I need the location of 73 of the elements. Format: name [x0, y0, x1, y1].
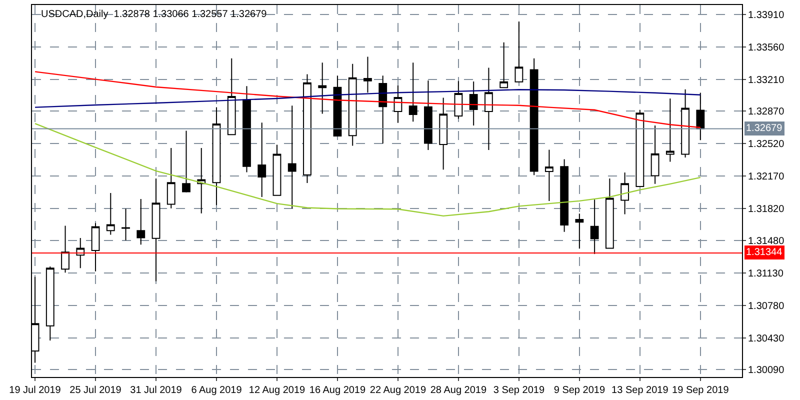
y-tick-label: 1.33210: [748, 74, 785, 86]
candlestick: [484, 67, 493, 150]
candlestick: [378, 75, 388, 144]
candlestick: [560, 158, 569, 232]
candlestick: [605, 178, 614, 250]
candlestick: [197, 148, 206, 214]
candlestick: [166, 148, 176, 209]
candlestick: [590, 199, 599, 255]
candlestick: [575, 213, 584, 250]
x-tick-label: 19 Sep 2019: [672, 385, 730, 396]
candlestick: [636, 109, 644, 188]
y-tick-label: 1.30090: [748, 365, 785, 376]
candlestick: [681, 88, 690, 158]
y-tick-label: 1.31480: [748, 236, 785, 247]
candlestick: [666, 98, 674, 162]
ref-line-label: 1.31344: [746, 247, 783, 258]
candlestick: [212, 106, 221, 206]
candlestick: [424, 80, 432, 150]
ref-line-label: 1.32679: [746, 123, 783, 134]
y-tick-label: 1.31130: [748, 268, 784, 280]
y-tick-label: 1.30430: [748, 333, 785, 344]
x-tick-label: 12 Aug 2019: [248, 385, 306, 396]
candlestick: [469, 81, 478, 126]
y-tick-label: 1.32870: [748, 106, 785, 118]
candlestick: [318, 62, 327, 114]
candlestick: [152, 178, 160, 282]
candlestick: [650, 125, 660, 184]
y-tick-label: 1.32170: [748, 172, 785, 183]
candlestick: [288, 105, 296, 209]
y-tick-label: 1.30780: [748, 300, 785, 312]
x-tick-label: 22 Aug 2019: [370, 385, 426, 396]
x-tick-label: 31 Jul 2019: [130, 385, 182, 396]
candlestick: [439, 97, 448, 170]
y-tick-label: 1.32520: [748, 139, 785, 150]
candlestick: [76, 238, 85, 269]
x-tick-label: 13 Sep 2019: [612, 385, 669, 396]
y-tick-label: 1.33910: [748, 10, 785, 21]
chart-title: USDCAD,Daily 1.32878 1.33066 1.32557 1.32679: [41, 9, 268, 20]
candlestick: [696, 92, 705, 141]
candlestick: [61, 225, 70, 274]
x-tick-label: 28 Aug 2019: [430, 385, 487, 396]
candlestick: [500, 42, 508, 89]
candlestick: [303, 74, 312, 184]
candlestick: [530, 58, 538, 176]
x-tick-label: 25 Jul 2019: [70, 385, 122, 396]
x-tick-label: 3 Sep 2019: [493, 385, 545, 396]
candlestick: [364, 56, 372, 94]
candlestick: [242, 86, 251, 173]
candlestick: [122, 208, 130, 241]
candlestick: [136, 198, 146, 246]
candlestick: [272, 144, 282, 196]
candlestick: [620, 172, 630, 215]
candlestick: [106, 192, 115, 236]
candlestick: [544, 149, 554, 202]
candlestick: [258, 122, 266, 198]
candlestick: [46, 266, 54, 342]
x-tick-label: 19 Jul 2019: [9, 385, 62, 396]
candlestick: [182, 130, 190, 193]
x-tick-label: 9 Sep 2019: [554, 385, 606, 396]
candlestick: [91, 222, 100, 272]
candlestick: [394, 84, 402, 124]
candlestick: [227, 58, 236, 136]
line-series: [34, 122, 702, 217]
y-tick-label: 1.31820: [748, 204, 785, 216]
candlestick: [454, 80, 463, 120]
x-tick-label: 16 Aug 2019: [309, 385, 366, 396]
candlestick: [408, 62, 418, 122]
y-tick-label: 1.33560: [748, 42, 785, 54]
candlestick: [514, 20, 524, 83]
x-tick-label: 6 Aug 2019: [191, 385, 242, 396]
candlestick: [348, 63, 357, 146]
line-series: [34, 71, 702, 128]
line-series: [34, 89, 702, 108]
